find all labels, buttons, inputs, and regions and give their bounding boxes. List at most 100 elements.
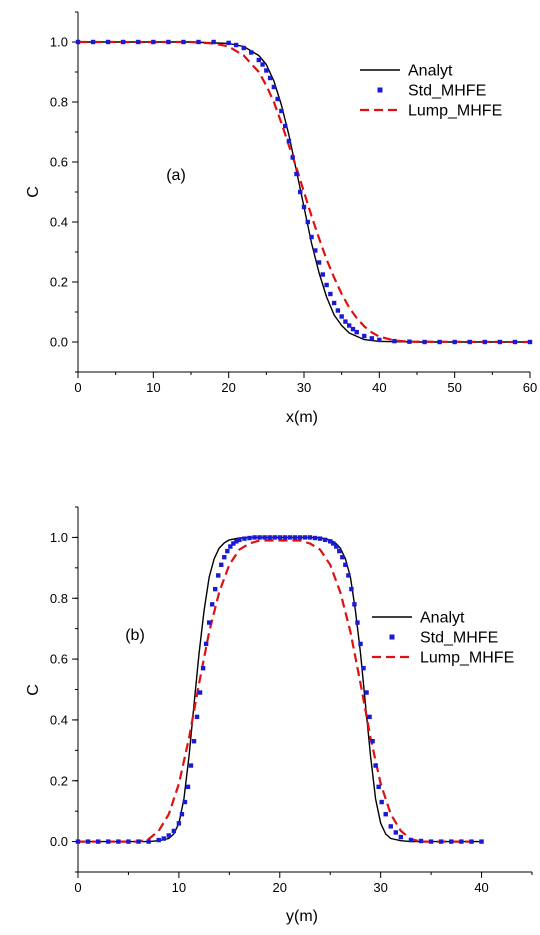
x-tick-label: 30 — [297, 380, 311, 395]
data-point — [383, 812, 388, 817]
data-point — [373, 763, 378, 768]
data-point — [228, 544, 233, 549]
panel-label: (a) — [166, 167, 186, 184]
data-point — [156, 837, 161, 843]
legend-marker — [377, 87, 383, 93]
data-point — [161, 836, 166, 841]
data-point — [428, 839, 434, 844]
data-point — [469, 839, 474, 844]
data-point — [346, 573, 351, 578]
data-point — [376, 784, 381, 790]
data-point — [222, 554, 227, 560]
data-point — [349, 586, 354, 592]
data-point — [146, 839, 151, 844]
data-point — [126, 839, 131, 844]
data-point — [185, 784, 191, 790]
data-point — [151, 39, 156, 45]
series-line-Analyt — [78, 536, 482, 843]
legend-label: Std_MHFE — [420, 630, 498, 647]
data-point — [418, 838, 424, 844]
legend: Analyt Std_MHFE Lump_MHFE — [372, 610, 514, 667]
data-point — [449, 839, 454, 844]
data-point — [309, 234, 314, 240]
data-point — [354, 329, 359, 335]
data-point — [328, 291, 333, 297]
data-point — [200, 666, 206, 671]
data-point — [331, 300, 337, 306]
data-point — [393, 830, 398, 835]
data-point — [459, 839, 464, 844]
x-tick-label: 20 — [221, 380, 235, 395]
data-point — [234, 539, 239, 544]
data-point — [262, 535, 267, 540]
data-point — [301, 204, 307, 210]
data-point — [379, 799, 384, 805]
data-point — [90, 39, 96, 45]
data-point — [271, 84, 277, 90]
data-point — [106, 839, 111, 844]
data-point — [339, 314, 344, 319]
data-point — [322, 537, 328, 543]
data-point — [340, 554, 345, 560]
x-tick-label: 10 — [172, 880, 186, 895]
data-point — [249, 50, 254, 55]
y-tick-label: 0.2 — [50, 275, 68, 290]
data-point — [482, 339, 487, 345]
data-point — [166, 39, 171, 45]
data-point — [242, 536, 247, 541]
data-point — [294, 171, 299, 177]
data-point — [237, 537, 242, 543]
data-point — [439, 839, 444, 844]
data-point — [334, 544, 339, 549]
data-point — [479, 839, 484, 844]
series-Std_MHFE — [75, 535, 484, 844]
y-axis-label: C — [25, 684, 42, 696]
data-point — [216, 573, 221, 578]
data-point — [290, 155, 295, 160]
data-point — [422, 339, 427, 345]
data-point — [209, 602, 215, 607]
data-point — [392, 338, 397, 344]
y-tick-label: 0.4 — [50, 215, 68, 230]
data-point — [355, 620, 360, 625]
data-point — [176, 821, 182, 826]
data-point — [367, 714, 372, 720]
data-point — [313, 248, 318, 253]
data-point — [467, 339, 472, 345]
data-point — [211, 39, 216, 45]
data-point — [260, 62, 265, 67]
data-point — [286, 138, 292, 144]
legend-label: Analyt — [420, 610, 465, 627]
x-axis-label: x(m) — [286, 409, 318, 426]
data-point — [347, 323, 352, 328]
x-tick-label: 60 — [523, 380, 537, 395]
data-point — [196, 39, 201, 45]
data-point — [437, 339, 442, 345]
data-point — [136, 839, 141, 844]
data-point — [257, 535, 262, 540]
data-point — [292, 535, 298, 540]
data-point — [364, 690, 369, 695]
legend-label: Lump_MHFE — [408, 103, 502, 120]
data-point — [275, 96, 280, 102]
data-point — [121, 39, 126, 45]
data-point — [226, 40, 231, 46]
data-point — [188, 763, 194, 768]
data-point — [267, 535, 272, 540]
data-point — [337, 548, 342, 554]
series-Std_MHFE — [75, 39, 533, 345]
data-point — [267, 75, 273, 81]
data-point — [335, 308, 341, 313]
y-tick-label: 1.0 — [50, 530, 68, 545]
data-point — [497, 339, 503, 345]
data-point — [279, 108, 284, 114]
data-point — [75, 39, 81, 45]
x-tick-label: 0 — [74, 380, 81, 395]
y-tick-label: 1.0 — [50, 35, 68, 50]
data-point — [320, 272, 326, 277]
data-point — [527, 339, 533, 345]
legend: Analyt Std_MHFE Lump_MHFE — [360, 63, 502, 120]
data-point — [408, 837, 414, 843]
data-point — [231, 541, 236, 546]
